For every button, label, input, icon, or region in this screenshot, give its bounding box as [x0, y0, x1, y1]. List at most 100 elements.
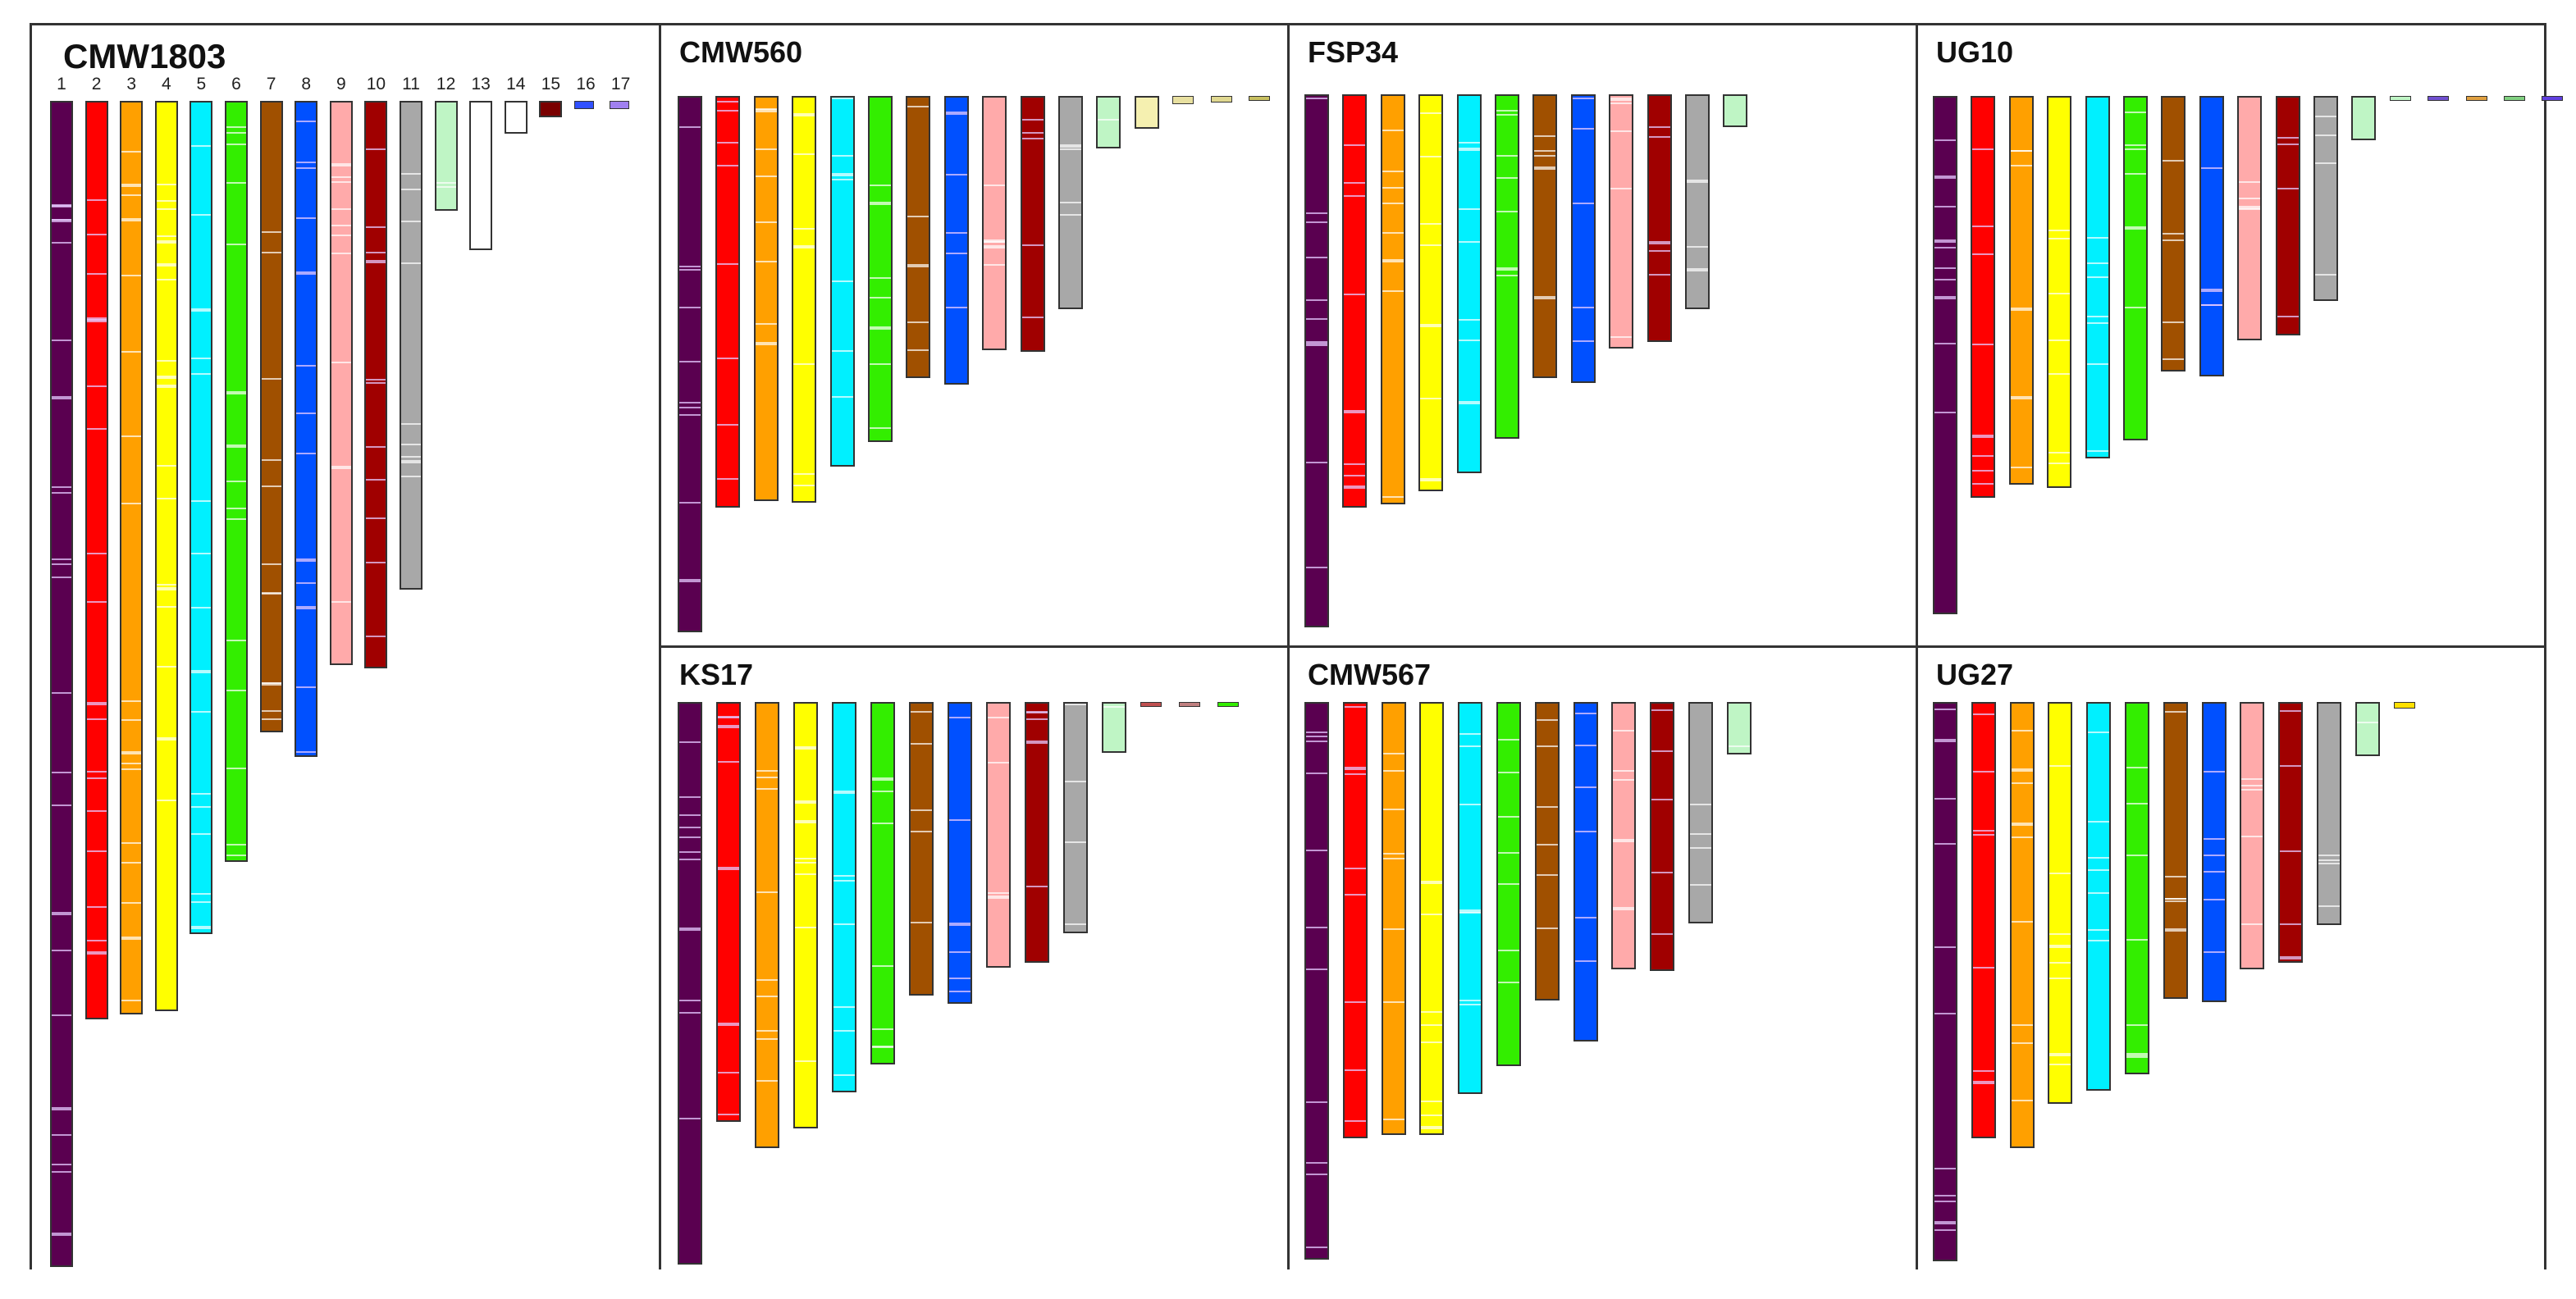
chromosome-bar	[2542, 96, 2564, 101]
chromosome-band	[1344, 1120, 1366, 1122]
chromosome-band	[191, 711, 212, 713]
chromosome-band	[1458, 208, 1480, 210]
chromosome-number-label: 1	[57, 75, 66, 93]
chromosome-band	[2049, 1053, 2071, 1056]
chromosome-band	[191, 806, 212, 808]
chromosome-band	[2200, 289, 2222, 290]
chromosome-band	[86, 199, 107, 201]
chromosome-band	[872, 965, 893, 967]
chromosome-band	[2164, 898, 2186, 900]
chromosome-bar	[1140, 702, 1162, 707]
chromosome-band	[1687, 270, 1708, 271]
chromosome-bar	[2237, 96, 2263, 340]
chromosome-band	[1651, 709, 1674, 711]
chromosome-bar	[434, 101, 458, 211]
chromosome-band	[679, 126, 701, 128]
chromosome-band	[1687, 180, 1708, 183]
chromosome-band	[261, 682, 281, 684]
chromosome-band	[2086, 276, 2108, 278]
chromosome-band	[2203, 855, 2225, 856]
chromosome-band	[984, 264, 1006, 266]
chromosome-band	[261, 459, 281, 461]
chromosome-band	[261, 563, 281, 565]
chromosome-band	[1687, 268, 1708, 270]
chromosome-band	[86, 428, 107, 430]
chromosome-band	[870, 277, 891, 279]
chromosome-band	[1344, 868, 1366, 869]
chromosome-bar	[2163, 702, 2188, 999]
chromosome-band	[86, 906, 107, 908]
chromosome-bar	[2351, 96, 2377, 140]
chromosome-band	[1382, 187, 1404, 189]
chromosome-band	[2318, 859, 2340, 861]
panel-title-fsp34: FSP34	[1308, 35, 1399, 69]
chromosome-band	[756, 891, 778, 893]
panel-title-ks17: KS17	[679, 658, 754, 691]
chromosome-number-label: 3	[126, 75, 137, 93]
chromosome-band	[1459, 912, 1482, 914]
chromosome-bar	[2085, 96, 2110, 458]
chromosome-bar	[1647, 94, 1672, 342]
chromosome-band	[2048, 452, 2071, 454]
chromosome-bar	[504, 101, 528, 134]
chromosome-band	[679, 502, 701, 504]
chromosome-bar	[2047, 96, 2072, 488]
chromosome-band	[2088, 857, 2110, 859]
chromosome-band	[2086, 316, 2108, 317]
chromosome-band	[261, 593, 281, 595]
chromosome-band	[52, 1014, 71, 1016]
chromosome-band	[795, 1060, 816, 1062]
chromosome-band	[1572, 307, 1594, 308]
chromosome-band	[1344, 894, 1366, 896]
chromosome-band	[52, 1107, 71, 1110]
chromosome-band	[1574, 786, 1596, 788]
chromosome-band	[191, 833, 212, 835]
chromosome-bar	[2240, 702, 2265, 969]
chromosome-band	[1344, 485, 1366, 489]
chromosome-bar	[1532, 94, 1558, 378]
chromosome-band	[2010, 309, 2032, 311]
chromosome-bar	[225, 101, 248, 862]
chromosome-band	[2010, 150, 2032, 152]
chromosome-band	[1459, 909, 1482, 913]
chromosome-band	[679, 269, 701, 271]
chromosome-band	[86, 385, 107, 387]
chromosome-band	[679, 1118, 701, 1119]
chromosome-band	[2241, 785, 2263, 786]
chromosome-bar	[2048, 702, 2073, 1104]
chromosome-band	[1382, 853, 1404, 855]
chromosome-band	[1934, 1013, 1956, 1014]
chromosome-band	[296, 412, 317, 414]
chromosome-band	[156, 737, 176, 741]
chromosome-band	[2048, 373, 2071, 375]
chromosome-band	[191, 893, 212, 895]
chromosome-band	[793, 115, 815, 116]
chromosome-band	[1572, 203, 1594, 204]
chromosome-bar	[678, 702, 702, 1265]
chromosome-band	[296, 121, 317, 122]
chromosome-band	[1648, 250, 1670, 252]
chromosome-band	[718, 1072, 739, 1073]
chromosome-band	[907, 349, 929, 351]
chromosome-number-label: 17	[610, 75, 631, 93]
chromosome-band	[679, 1012, 701, 1014]
chromosome-band	[793, 485, 815, 486]
chromosome-band	[191, 607, 212, 608]
chromosome-band	[1382, 1001, 1404, 1003]
chromosome-bar	[755, 702, 779, 1148]
chromosome-band	[2086, 237, 2108, 239]
chromosome-band	[795, 873, 816, 875]
chromosome-band	[191, 901, 212, 903]
chromosome-band	[471, 241, 491, 243]
chromosome-band	[401, 189, 421, 190]
chromosome-band	[1498, 816, 1519, 818]
chromosome-bar	[2465, 96, 2487, 101]
chromosome-band	[1306, 318, 1327, 320]
chromosome-band	[2203, 871, 2225, 873]
chromosome-bar	[678, 96, 702, 632]
chromosome-bar	[1496, 702, 1521, 1066]
chromosome-band	[52, 772, 71, 773]
chromosome-band	[717, 358, 739, 359]
chromosome-band	[2163, 160, 2185, 162]
chromosome-band	[795, 820, 816, 823]
